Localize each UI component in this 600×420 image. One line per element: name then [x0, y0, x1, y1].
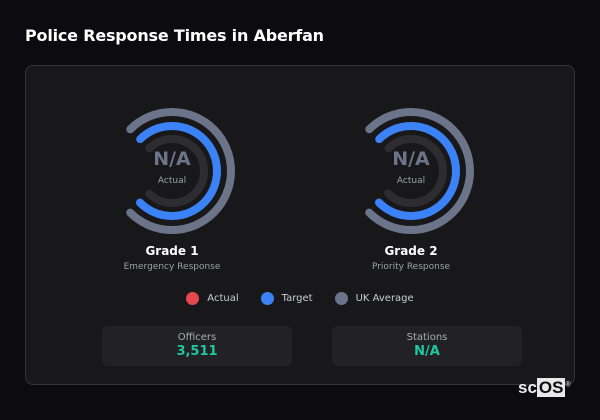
target-ring — [123, 122, 221, 220]
gauge-grade-2: N/A Actual Grade 2 Priority Response — [311, 106, 511, 326]
actual-track-ring — [375, 135, 447, 207]
gauge-value: N/A — [392, 148, 430, 170]
uk-average-ring — [348, 108, 474, 234]
legend-label: Target — [281, 293, 313, 304]
scos-logo: sc OS ® — [518, 378, 571, 398]
gauge-subtitle: Emergency Response — [123, 262, 221, 272]
uk-average-dot-icon — [334, 292, 348, 305]
stat-label: Officers — [177, 332, 217, 343]
legend-item-uk-average: UK Average — [334, 292, 414, 305]
stat-value: 3,511 — [176, 344, 218, 359]
actual-dot-icon — [186, 292, 200, 305]
registered-mark: ® — [565, 381, 571, 389]
actual-track-ring — [136, 135, 208, 207]
gauge-rings — [348, 108, 474, 234]
dashboard-card: N/A Actual Grade 1 Emergency Response N/… — [25, 65, 575, 385]
gauge-subtitle: Priority Response — [371, 262, 451, 272]
gauge-rings — [109, 108, 235, 234]
stat-value: N/A — [414, 344, 440, 359]
target-dot-icon — [260, 292, 274, 305]
legend-label: Actual — [207, 293, 239, 304]
logo-text: sc — [518, 378, 537, 397]
stat-stations: Stations N/A — [332, 326, 522, 366]
gauge-name: Grade 2 — [384, 244, 438, 258]
page-title: Police Response Times in Aberfan — [25, 26, 324, 45]
uk-average-ring — [109, 108, 235, 234]
legend-item-target: Target — [260, 292, 313, 305]
gauge-value: N/A — [153, 148, 191, 170]
stat-label: Stations — [406, 332, 448, 343]
gauge-grade-1: N/A Actual Grade 1 Emergency Response — [72, 106, 272, 326]
gauge-value-label: Actual — [157, 176, 187, 186]
legend-item-actual: Actual — [186, 292, 239, 305]
stat-officers: Officers 3,511 — [102, 326, 292, 366]
target-ring — [362, 122, 460, 220]
logo-text: OS — [536, 378, 566, 397]
gauge-name: Grade 1 — [145, 244, 199, 258]
legend-label: UK Average — [355, 293, 414, 304]
legend: Actual Target UK Average — [26, 292, 574, 305]
gauge-value-label: Actual — [396, 176, 426, 186]
